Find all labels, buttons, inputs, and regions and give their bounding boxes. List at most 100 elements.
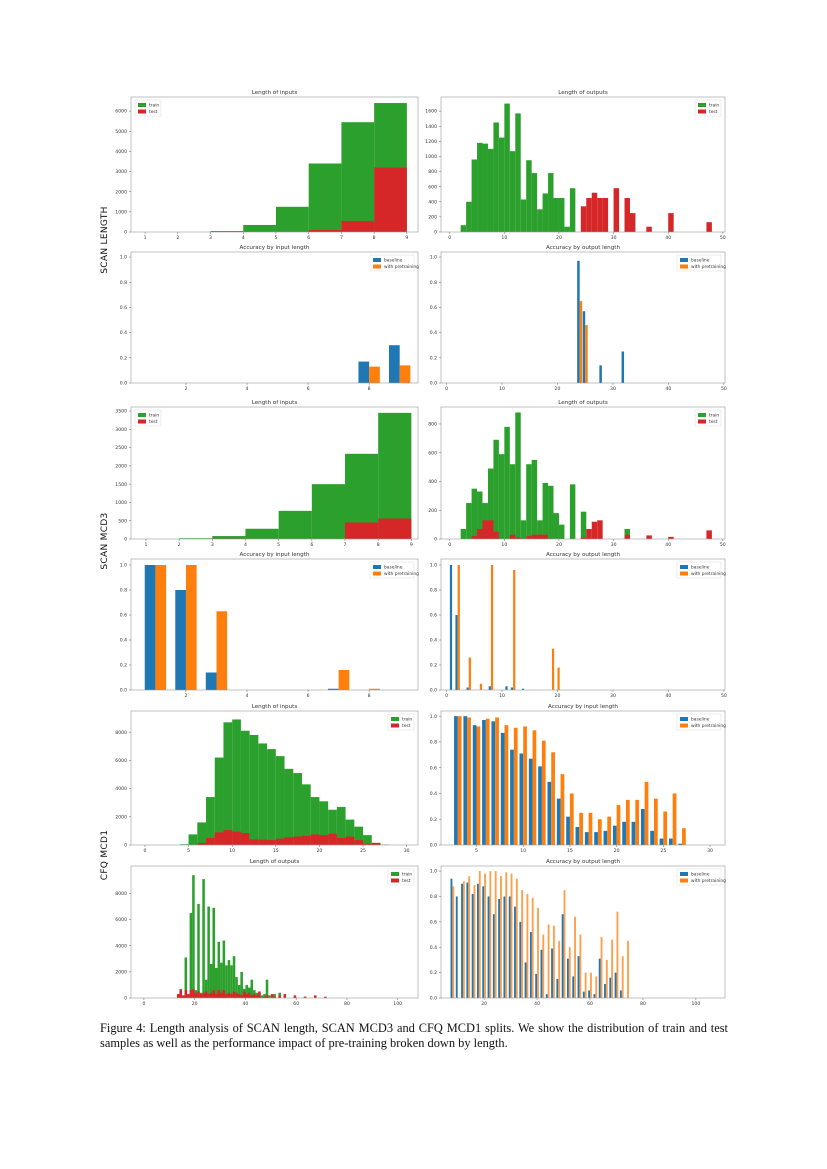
hist-bar-test xyxy=(199,994,203,998)
hist-bar-test xyxy=(209,992,213,998)
x-tick-label: 4 xyxy=(246,386,249,392)
x-tick-label: 20 xyxy=(555,386,561,392)
chart-title: Accuracy by output length xyxy=(546,245,620,251)
y-tick-label: 400 xyxy=(428,479,437,485)
hist-bar-train xyxy=(179,844,189,845)
bar-with-pretraining xyxy=(595,976,598,998)
x-tick-label: 30 xyxy=(610,693,616,699)
hist-bar-test xyxy=(247,992,251,998)
hist-bar-test xyxy=(225,994,228,998)
bar-with-pretraining xyxy=(605,959,608,998)
bar-baseline xyxy=(358,361,370,383)
y-tick-label: 0.2 xyxy=(120,355,127,361)
y-tick-label: 1.0 xyxy=(430,563,437,569)
legend-label: with pretraining xyxy=(384,264,419,270)
hist-bar-train xyxy=(197,822,207,845)
legend-label: with pretraining xyxy=(691,264,726,270)
hist-bar-test xyxy=(235,992,238,998)
y-tick-label: 0 xyxy=(124,230,127,236)
bar-with-pretraining xyxy=(399,365,411,383)
hist-bar-test xyxy=(613,188,620,232)
legend-swatch-train xyxy=(698,413,706,417)
y-tick-label: 2000 xyxy=(115,814,127,820)
bar-baseline xyxy=(466,882,469,998)
y-tick-label: 1000 xyxy=(115,209,127,215)
bar-with-pretraining xyxy=(551,648,555,690)
hist-bar-train xyxy=(267,749,276,845)
x-tick-label: 40 xyxy=(665,235,671,241)
hist-bar-train xyxy=(345,819,355,845)
bar-baseline xyxy=(472,725,477,845)
x-tick-label: 10 xyxy=(520,848,526,854)
legend-swatch-train xyxy=(698,103,706,107)
bar-with-pretraining xyxy=(682,828,686,845)
x-tick-label: 80 xyxy=(640,1001,646,1007)
x-tick-label: 9 xyxy=(405,235,408,241)
x-tick-label: 50 xyxy=(720,542,726,548)
bar-baseline xyxy=(640,808,645,845)
bar-baseline xyxy=(461,883,463,998)
x-tick-label: 8 xyxy=(368,386,371,392)
y-tick-label: 3500 xyxy=(115,409,127,415)
bar-baseline xyxy=(500,732,505,845)
hist-bar-test xyxy=(328,833,337,845)
bar-baseline xyxy=(547,781,552,845)
hist-bar-train xyxy=(179,538,213,539)
hist-bar-train xyxy=(542,482,549,539)
bar-baseline xyxy=(521,688,525,690)
bar-with-pretraining xyxy=(452,886,455,998)
hist-bar-train xyxy=(260,995,264,998)
chart-title: Length of inputs xyxy=(252,400,298,406)
y-tick-label: 0.6 xyxy=(120,613,127,619)
y-tick-label: 200 xyxy=(428,508,437,514)
bar-with-pretraining xyxy=(468,876,471,998)
legend-label: test xyxy=(709,109,718,115)
bar-baseline xyxy=(487,896,490,998)
chart-title: Accuracy by input length xyxy=(548,704,618,710)
hist-bar-train xyxy=(515,412,521,539)
hist-bar-train xyxy=(275,206,309,232)
hist-bar-train xyxy=(531,173,538,232)
bar-baseline xyxy=(455,896,458,998)
bar-with-pretraining xyxy=(476,726,481,845)
x-tick-label: 7 xyxy=(344,542,347,548)
bar-with-pretraining xyxy=(588,812,593,845)
bar-with-pretraining xyxy=(616,911,619,998)
hist-bar-train xyxy=(212,907,215,998)
chart-5: 0 10 20 30 40 50 0 200 400 600 800 Length of output… xyxy=(428,400,726,548)
hist-bar-test xyxy=(591,521,598,539)
hist-bar-test xyxy=(194,992,198,998)
hist-bar-test xyxy=(202,992,205,998)
bar-with-pretraining xyxy=(489,871,492,998)
bar-with-pretraining xyxy=(552,925,555,998)
y-tick-label: 0 xyxy=(124,537,127,543)
legend-swatch-with-pretraining xyxy=(680,723,688,728)
bar-baseline xyxy=(529,932,532,998)
y-tick-label: 8000 xyxy=(115,730,127,736)
x-tick-label: 0 xyxy=(445,693,448,699)
hist-bar-train xyxy=(354,826,364,845)
x-tick-label: 3 xyxy=(209,235,212,241)
hist-bar-train xyxy=(278,510,312,539)
hist-bar-test xyxy=(258,839,268,845)
hist-bar-test xyxy=(179,990,183,998)
hist-bar-test xyxy=(629,213,636,232)
bar-baseline xyxy=(599,365,602,383)
legend-swatch-with-pretraining xyxy=(680,571,688,576)
bar-baseline xyxy=(175,590,186,690)
bar-with-pretraining xyxy=(479,683,483,690)
bar-baseline xyxy=(510,749,514,845)
bar-with-pretraining xyxy=(526,893,529,998)
bar-baseline xyxy=(659,838,664,845)
bar-with-pretraining xyxy=(558,940,561,998)
hist-bar-train xyxy=(265,979,269,998)
bar-with-pretraining xyxy=(457,716,462,845)
bar-with-pretraining xyxy=(532,730,537,845)
x-tick-label: 5 xyxy=(277,542,280,548)
bar-baseline xyxy=(577,956,580,998)
hist-bar-test xyxy=(197,991,200,998)
bar-with-pretraining xyxy=(551,752,555,845)
bar-with-pretraining xyxy=(611,939,614,998)
bar-with-pretraining xyxy=(621,956,624,998)
hist-bar-train xyxy=(558,524,565,539)
